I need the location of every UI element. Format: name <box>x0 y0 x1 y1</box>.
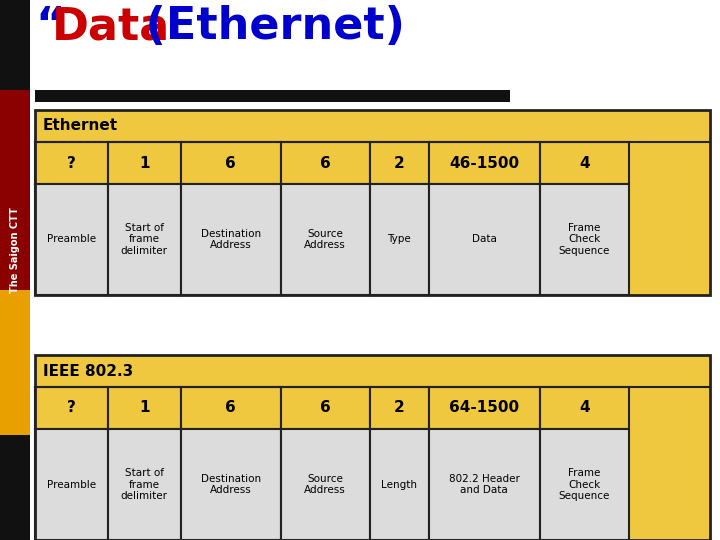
Bar <box>370 429 428 540</box>
Text: Preamble: Preamble <box>47 234 96 245</box>
Bar <box>281 429 370 540</box>
Text: 46-1500: 46-1500 <box>449 156 519 171</box>
Text: Source
Address: Source Address <box>305 229 346 251</box>
Text: 802.2 Header
and Data: 802.2 Header and Data <box>449 474 520 495</box>
Bar <box>108 184 181 295</box>
Text: Frame
Check
Sequence: Frame Check Sequence <box>559 223 610 256</box>
Bar <box>108 429 181 540</box>
Text: 4: 4 <box>579 401 590 415</box>
Text: Destination
Address: Destination Address <box>201 474 261 495</box>
Text: 1: 1 <box>139 156 150 171</box>
Text: IEEE 802.3: IEEE 802.3 <box>43 363 133 379</box>
Bar <box>428 429 540 540</box>
Bar <box>370 387 428 429</box>
Text: ?: ? <box>67 401 76 415</box>
Text: Type: Type <box>387 234 411 245</box>
Text: The Saigon CTT: The Saigon CTT <box>10 207 20 293</box>
Bar <box>540 184 629 295</box>
Text: 6: 6 <box>225 156 236 171</box>
Text: 6: 6 <box>320 156 330 171</box>
Bar <box>0 0 30 90</box>
Text: 64-1500: 64-1500 <box>449 401 519 415</box>
Bar <box>35 142 108 184</box>
Text: 1: 1 <box>139 401 150 415</box>
Text: 4: 4 <box>579 156 590 171</box>
Bar <box>181 387 281 429</box>
Bar <box>428 142 540 184</box>
Text: Data: Data <box>472 234 497 245</box>
Text: 6: 6 <box>320 401 330 415</box>
Bar <box>108 142 181 184</box>
Bar <box>370 184 428 295</box>
Bar <box>181 184 281 295</box>
Text: Frame
Check
Sequence: Frame Check Sequence <box>559 468 610 501</box>
Bar <box>35 355 710 540</box>
Text: 2: 2 <box>394 401 405 415</box>
Text: Preamble: Preamble <box>47 480 96 489</box>
Bar <box>35 90 510 102</box>
Bar <box>0 435 30 540</box>
Text: Start of
frame
delimiter: Start of frame delimiter <box>121 223 168 256</box>
Bar <box>0 290 30 435</box>
Bar <box>428 184 540 295</box>
Bar <box>281 184 370 295</box>
Bar <box>108 387 181 429</box>
Bar <box>428 387 540 429</box>
Bar <box>281 387 370 429</box>
Text: 2: 2 <box>394 156 405 171</box>
Bar <box>281 142 370 184</box>
Text: Data: Data <box>52 5 170 48</box>
Bar <box>35 429 108 540</box>
Text: “: “ <box>35 5 64 48</box>
Text: 6: 6 <box>225 401 236 415</box>
Bar <box>181 429 281 540</box>
Text: Ethernet: Ethernet <box>43 118 118 133</box>
Bar <box>370 142 428 184</box>
Bar <box>540 387 629 429</box>
Bar <box>35 110 710 295</box>
Text: Length: Length <box>381 480 417 489</box>
Bar <box>540 429 629 540</box>
Bar <box>181 142 281 184</box>
Text: Source
Address: Source Address <box>305 474 346 495</box>
Text: ?: ? <box>67 156 76 171</box>
Text: (Ethernet): (Ethernet) <box>130 5 405 48</box>
Bar <box>0 90 30 290</box>
Bar <box>35 387 108 429</box>
Bar <box>540 142 629 184</box>
Text: Destination
Address: Destination Address <box>201 229 261 251</box>
Text: Start of
frame
delimiter: Start of frame delimiter <box>121 468 168 501</box>
Bar <box>35 184 108 295</box>
Bar <box>35 355 710 540</box>
Bar <box>35 110 710 295</box>
